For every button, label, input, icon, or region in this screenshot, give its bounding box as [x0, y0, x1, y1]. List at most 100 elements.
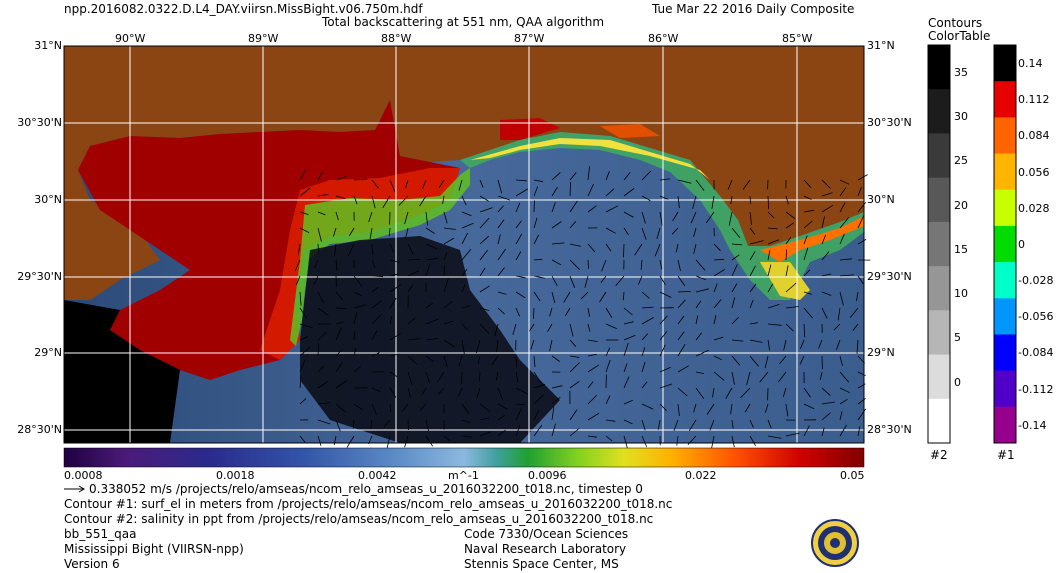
current-vector: [317, 419, 331, 425]
current-vector: [676, 435, 679, 446]
current-vector: [371, 243, 373, 255]
current-vector: [497, 403, 509, 410]
lon-label: 88°W: [381, 32, 412, 45]
current-vector: [479, 179, 484, 188]
region-name: Mississippi Bight (VIIRSN-npp): [64, 542, 244, 556]
colortable-swatch: [994, 406, 1016, 444]
current-vector: [731, 243, 743, 246]
current-vector: [533, 186, 539, 197]
lat-label-left: 30°30'N: [17, 116, 62, 129]
current-vector: [497, 267, 505, 277]
current-vector: [818, 339, 823, 349]
colortable-swatch: [928, 221, 950, 267]
current-vector: [785, 432, 800, 437]
current-vector: [335, 321, 344, 325]
current-vector: [803, 247, 809, 261]
current-vector: [551, 396, 561, 405]
current-vector: [693, 403, 697, 413]
colortable-right-tick: 0: [1018, 237, 1025, 251]
current-vector: [725, 387, 733, 399]
current-vector: [821, 427, 825, 437]
current-vector: [785, 211, 796, 220]
current-vector: [659, 366, 671, 373]
current-vector: [515, 371, 519, 383]
current-vector: [419, 195, 427, 207]
current-vector: [706, 403, 715, 415]
colortable-right-tick: 0.056: [1018, 165, 1050, 179]
current-vector: [299, 291, 302, 306]
current-vector: [659, 344, 666, 357]
lon-label: 89°W: [248, 32, 279, 45]
current-vector: [731, 339, 744, 342]
current-vector: [657, 419, 661, 430]
current-vector: [353, 312, 358, 325]
current-vector: [425, 227, 435, 234]
colorbar-tick: 0.0008: [64, 469, 103, 482]
current-vector: [601, 259, 607, 272]
current-vector: [688, 419, 697, 431]
lon-label: 85°W: [782, 32, 813, 45]
current-vector: [443, 237, 455, 245]
current-vector: [764, 355, 769, 369]
current-vector: [317, 435, 322, 446]
current-vector: [677, 315, 685, 325]
current-vector: [749, 227, 756, 235]
current-vector: [389, 297, 397, 309]
current-vector: [407, 285, 413, 293]
plume-front: [290, 168, 470, 346]
current-vector: [713, 315, 717, 325]
current-vector: [749, 211, 752, 225]
current-vector: [767, 211, 775, 219]
colortable-swatch: [994, 45, 1016, 82]
colortable-swatch: [994, 117, 1016, 155]
current-vector: [299, 346, 311, 357]
current-vector: [479, 207, 493, 213]
current-vector: [551, 291, 556, 304]
current-vector: [569, 259, 580, 270]
current-vector: [389, 315, 393, 325]
current-vector: [821, 216, 825, 229]
current-vector: [515, 387, 528, 395]
current-vector: [759, 371, 769, 383]
current-vector: [767, 239, 780, 245]
current-vector: [425, 211, 429, 226]
current-vector: [551, 186, 558, 197]
current-vector: [422, 179, 427, 189]
current-vector: [783, 339, 787, 351]
current-vector: [849, 307, 859, 318]
current-vector: [839, 355, 843, 366]
current-vector: [407, 387, 411, 398]
current-vector: [641, 419, 646, 431]
current-vector: [587, 353, 597, 357]
current-vector: [749, 265, 756, 277]
current-vector: [857, 186, 862, 197]
current-vector: [353, 291, 362, 297]
current-vector: [821, 273, 832, 277]
current-vector: [533, 179, 544, 183]
current-vector: [580, 291, 589, 300]
current-vector: [299, 307, 307, 319]
current-vector: [479, 195, 490, 202]
org-name: Naval Research Laboratory: [464, 542, 627, 556]
current-vector: [515, 291, 526, 299]
current-vector: [587, 364, 600, 373]
current-vector: [389, 353, 400, 357]
current-vector: [821, 401, 835, 405]
current-vector: [730, 195, 733, 205]
current-vector: [299, 398, 307, 405]
contour2-text: Contour #2: salinity in ppt from /projec…: [64, 512, 654, 526]
current-vector: [615, 275, 625, 286]
current-vector: [299, 359, 306, 373]
current-vector: [695, 371, 705, 374]
current-vector: [728, 211, 733, 226]
current-vector: [477, 355, 481, 365]
current-vector: [294, 259, 301, 272]
colortable-left-tick: 25: [954, 154, 968, 168]
backscatter-colorbar: [63, 447, 865, 468]
current-vector: [405, 179, 409, 189]
current-vector: [803, 195, 812, 200]
no-data-area: [64, 300, 180, 443]
current-vector: [515, 220, 522, 229]
current-vector: [551, 275, 558, 287]
current-vector: [425, 371, 431, 384]
